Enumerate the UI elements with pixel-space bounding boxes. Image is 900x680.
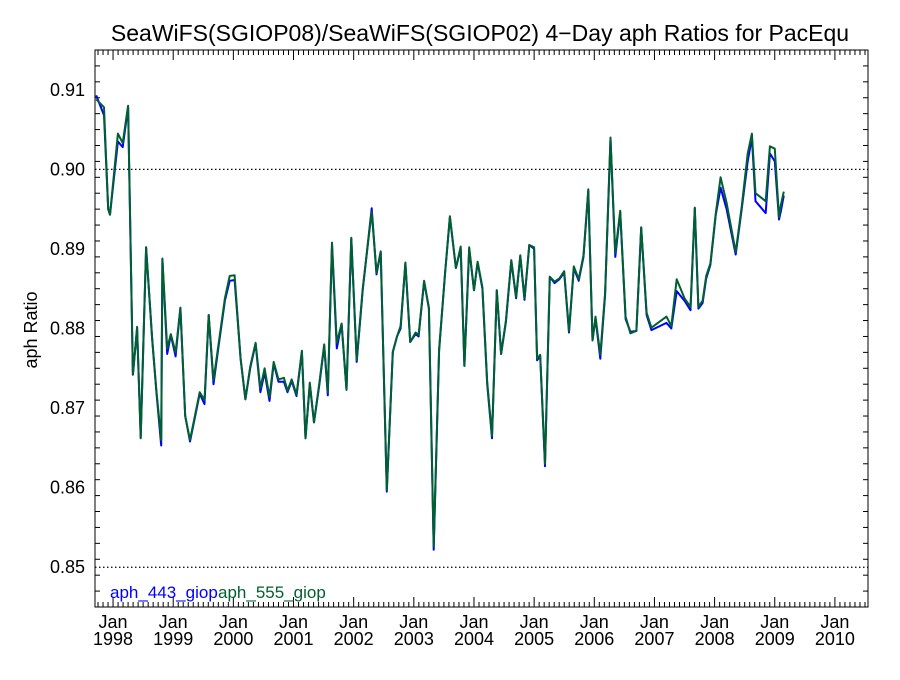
y-tick-label: 0.86 [50, 478, 85, 498]
x-axis: Jan1998Jan1999Jan2000Jan2001Jan2002Jan20… [93, 50, 866, 649]
x-tick-month-label: Jan [820, 612, 849, 632]
legend-label-aph-555: aph_555_giop [218, 583, 326, 602]
x-tick-month-label: Jan [99, 612, 128, 632]
x-tick-month-label: Jan [399, 612, 428, 632]
x-tick-month-label: Jan [459, 612, 488, 632]
x-tick-year-label: 2007 [634, 629, 674, 649]
legend: aph_443_giop aph_555_giop [110, 583, 326, 602]
y-tick-label: 0.90 [50, 159, 85, 179]
x-tick-month-label: Jan [760, 612, 789, 632]
y-tick-label: 0.85 [50, 557, 85, 577]
chart-title: SeaWiFS(SGIOP08)/SeaWiFS(SGIOP02) 4−Day … [111, 20, 849, 46]
x-tick-year-label: 2002 [334, 629, 374, 649]
x-tick-year-label: 2000 [213, 629, 253, 649]
legend-label-aph-443: aph_443_giop [110, 583, 218, 602]
plot-frame [94, 49, 869, 608]
x-tick-year-label: 2008 [695, 629, 735, 649]
series-line-1 [95, 98, 785, 548]
x-tick-year-label: 2003 [394, 629, 434, 649]
x-tick-year-label: 2005 [514, 629, 554, 649]
series-line-0 [95, 95, 785, 551]
reference-lines [95, 168, 868, 568]
y-tick-label: 0.89 [50, 239, 85, 259]
x-tick-month-label: Jan [640, 612, 669, 632]
y-tick-label: 0.88 [50, 319, 85, 339]
y-tick-label: 0.87 [50, 398, 85, 418]
y-tick-label: 0.91 [50, 80, 85, 100]
series-group [95, 95, 785, 551]
x-tick-month-label: Jan [520, 612, 549, 632]
x-tick-year-label: 1998 [93, 629, 133, 649]
x-tick-month-label: Jan [219, 612, 248, 632]
y-axis-label: aph Ratio [21, 291, 41, 368]
x-tick-year-label: 2010 [815, 629, 855, 649]
x-tick-year-label: 2009 [755, 629, 795, 649]
x-tick-month-label: Jan [700, 612, 729, 632]
x-tick-month-label: Jan [159, 612, 188, 632]
x-tick-year-label: 2004 [454, 629, 494, 649]
x-tick-year-label: 1999 [153, 629, 193, 649]
x-tick-year-label: 2001 [273, 629, 313, 649]
y-axis: 0.85 0.86 0.87 0.88 0.89 0.90 0.91 [50, 49, 868, 608]
x-tick-month-label: Jan [339, 612, 368, 632]
x-tick-year-label: 2006 [574, 629, 614, 649]
x-tick-month-label: Jan [580, 612, 609, 632]
x-tick-month-label: Jan [279, 612, 308, 632]
